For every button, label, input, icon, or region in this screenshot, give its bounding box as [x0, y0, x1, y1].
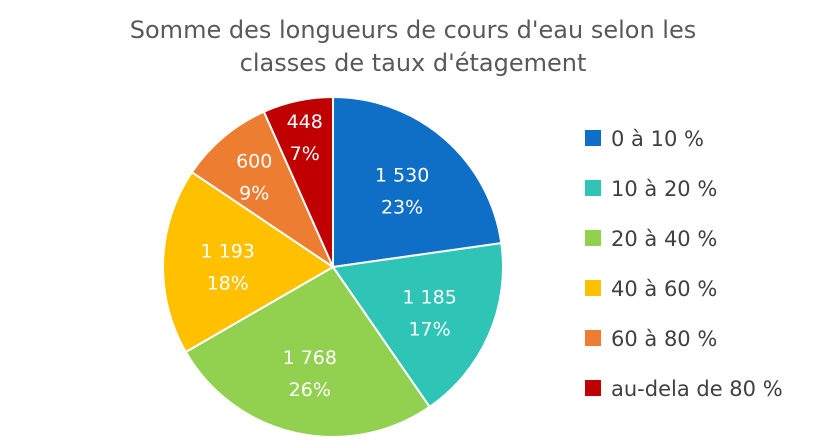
pie-slice: [331, 241, 504, 409]
slice-percent-label: 23%: [381, 196, 423, 218]
slice-percent-label: 17%: [408, 318, 450, 340]
pie-slice: [262, 95, 334, 268]
pie-slice: [190, 110, 336, 270]
pie-slice: [332, 95, 503, 269]
legend-swatch: [585, 130, 601, 146]
legend-label: 40 à 60 %: [611, 277, 717, 301]
legend-label: 20 à 40 %: [611, 227, 717, 251]
slice-percent-label: 7%: [290, 143, 320, 165]
slice-percent-label: 18%: [207, 272, 249, 294]
legend-label: 0 à 10 %: [611, 127, 704, 151]
legend-label: au-dela de 80 %: [611, 377, 783, 401]
slice-value-label: 1 530: [375, 164, 429, 186]
pie-slice: [184, 265, 432, 438]
slice-value-label: 1 185: [402, 286, 456, 308]
legend-swatch: [585, 330, 601, 346]
slice-value-label: 1 768: [283, 347, 337, 369]
chart-title-line-1: Somme des longueurs de cours d'eau selon…: [129, 16, 697, 44]
pie-labels: 1 530 23% 1 185 17% 1 768 26% 1 193 18% 600 9% 448…: [200, 111, 456, 401]
slice-percent-label: 26%: [289, 379, 331, 401]
pie-slice: [162, 170, 335, 354]
legend-swatch: [585, 280, 601, 296]
legend-swatch: [585, 380, 601, 396]
legend-swatch: [585, 230, 601, 246]
pie-slices: [162, 95, 504, 438]
slice-value-label: 600: [236, 150, 272, 172]
legend-label: 60 à 80 %: [611, 327, 717, 351]
chart-title-line-2: classes de taux d'étagement: [239, 49, 587, 77]
chart-title: Somme des longueurs de cours d'eau selon…: [0, 14, 826, 80]
slice-percent-label: 9%: [239, 182, 269, 204]
legend-label: 10 à 20 %: [611, 177, 717, 201]
slice-value-label: 1 193: [200, 240, 254, 262]
legend: 0 à 10 % 10 à 20 % 20 à 40 % 40 à 60 % 60 à …: [585, 127, 783, 401]
slice-value-label: 448: [287, 111, 323, 133]
legend-swatch: [585, 180, 601, 196]
